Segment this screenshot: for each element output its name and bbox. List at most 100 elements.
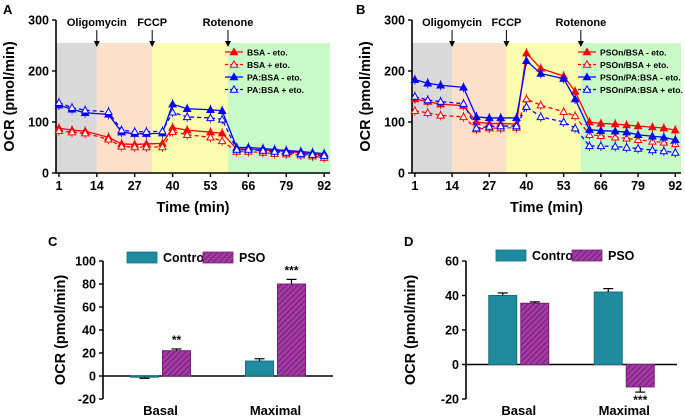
data-point-pson-pa-bsa-eto (536, 112, 546, 121)
data-point-pson-pa-bsa-eto (484, 113, 494, 122)
data-point-pson-pa-bsa-eto (622, 142, 632, 151)
panel-d: D -20 0 20 40 60 OCR (pmol/min) Basal Maximal***… (403, 234, 677, 417)
injection-arrowhead (93, 41, 100, 47)
category-label-basal: Basal (143, 403, 178, 417)
y-tick-label: 300 (384, 14, 405, 28)
data-point-pson-pa-bsa-eto (436, 80, 446, 89)
data-point-pson-bsa-eto (410, 106, 420, 114)
x-tick-label: 14 (90, 179, 104, 193)
data-point-bsa-eto (157, 142, 167, 151)
data-point-pa-bsa-eto (281, 147, 291, 156)
data-point-pa-bsa-eto (168, 99, 178, 108)
injection-arrowhead (449, 41, 456, 47)
panel-letter: C (48, 234, 58, 249)
data-point-pson-pa-bsa-eto (584, 141, 594, 150)
x-tick-label: 79 (279, 179, 293, 193)
bar-pso-maximal (625, 364, 655, 388)
data-point-pa-bsa-eto (168, 107, 178, 116)
x-tick-label: 79 (631, 179, 645, 193)
data-point-pa-bsa-eto (182, 112, 192, 121)
data-point-bsa-eto (130, 142, 140, 151)
y-tick-label: 200 (384, 65, 405, 79)
legend-label-pa-bsa-eto: PA:BSA - eto. (247, 73, 302, 83)
x-tick-label: 27 (482, 179, 496, 193)
y-tick-label: 40 (445, 289, 459, 303)
data-point-pson-pa-bsa-eto (610, 126, 620, 135)
data-point-pson-pa-bsa-eto (633, 143, 643, 152)
data-point-pa-bsa-eto (206, 113, 215, 122)
data-point-bsa-eto (182, 130, 192, 138)
legend-marker (229, 47, 239, 56)
legend-label-pson-bsa-eto: PSOn/BSA + eto. (600, 60, 669, 70)
legend-marker (582, 72, 592, 81)
injection-arrowhead (149, 41, 156, 47)
data-point-bsa-eto (168, 127, 178, 135)
legend-label-pson-pa-bsa-eto: PSOn/PA:BSA + eto. (600, 85, 683, 95)
y-tick-label: 40 (82, 324, 96, 338)
y-axis-label: OCR (pmol/min) (2, 41, 18, 152)
data-point-pson-pa-bsa-eto (511, 113, 521, 122)
y-tick-label: 0 (89, 370, 96, 384)
data-point-pa-bsa-eto (319, 151, 329, 159)
legend-label-bsa-eto: BSA - eto. (247, 48, 288, 58)
y-axis-label: OCR (pmol/min) (53, 275, 69, 386)
legend-label-pso: PSO (239, 251, 266, 265)
y-tick-label: 60 (82, 301, 96, 315)
x-tick-label: 14 (445, 179, 459, 193)
data-point-pson-pa-bsa-eto (596, 141, 606, 150)
injection-arrowhead (577, 41, 584, 47)
bar-pso-maximal (277, 283, 306, 377)
data-point-pson-bsa-eto (622, 133, 632, 142)
data-point-pa-bsa-eto (141, 127, 151, 135)
legend-swatch-pso (202, 251, 234, 264)
y-tick-label: 0 (42, 167, 49, 181)
significance-marker: *** (633, 393, 647, 407)
phase-basal (412, 42, 453, 174)
y-tick-label: 20 (82, 347, 96, 361)
legend-label-control: Control (532, 249, 576, 263)
x-tick-label: 92 (668, 179, 682, 193)
y-tick-label: 20 (445, 324, 459, 338)
data-point-pson-pa-bsa-eto (536, 68, 546, 77)
data-point-pson-pa-bsa-eto (610, 141, 620, 150)
legend-swatch-pso (571, 249, 603, 262)
data-point-pson-pa-bsa-eto (633, 130, 643, 138)
significance-marker: *** (284, 263, 298, 277)
data-point-pa-bsa-eto (258, 145, 268, 154)
data-point-pa-bsa-eto (243, 144, 253, 153)
data-point-pson-bsa-eto (633, 121, 643, 130)
bar-control-maximal (593, 291, 623, 365)
data-point-pa-bsa-eto (104, 107, 113, 115)
x-axis-label: Time (min) (510, 200, 583, 216)
data-point-pa-bsa-eto (270, 146, 280, 155)
y-tick-label: -20 (441, 393, 459, 407)
data-point-pson-pa-bsa-eto (423, 95, 433, 104)
bar-control-basal (488, 295, 518, 365)
data-point-pson-pa-bsa-eto (496, 121, 506, 130)
data-point-pson-bsa-eto (423, 108, 433, 117)
data-point-pa-bsa-eto (206, 105, 215, 113)
data-point-pson-bsa-eto (570, 111, 580, 120)
data-point-pson-bsa-eto (459, 112, 468, 121)
data-point-bsa-eto (54, 126, 64, 134)
data-point-pson-bsa-eto (559, 107, 569, 115)
legend-marker (229, 59, 239, 68)
data-point-pson-pa-bsa-eto (471, 123, 481, 132)
x-tick-label: 1 (411, 179, 418, 193)
y-tick-label: 0 (398, 167, 405, 181)
data-point-bsa-eto (104, 134, 113, 143)
legend-label-bsa-eto: BSA + eto. (247, 60, 290, 70)
data-point-bsa-eto (67, 127, 77, 136)
legend-swatch-control (495, 249, 527, 262)
injection-label-rotenone: Rotenone (203, 17, 254, 29)
data-point-pa-bsa-eto (217, 114, 227, 123)
injection-label-oligomycin: Oligomycin (422, 17, 482, 29)
legend-marker (582, 84, 592, 93)
bar-pso-basal (520, 302, 550, 366)
y-axis-label: OCR (pmol/min) (358, 41, 374, 152)
x-tick-label: 66 (594, 179, 608, 193)
data-point-pa-bsa-eto (80, 105, 90, 114)
data-point-pa-bsa-eto (157, 126, 167, 135)
data-point-pa-bsa-eto (232, 144, 242, 153)
